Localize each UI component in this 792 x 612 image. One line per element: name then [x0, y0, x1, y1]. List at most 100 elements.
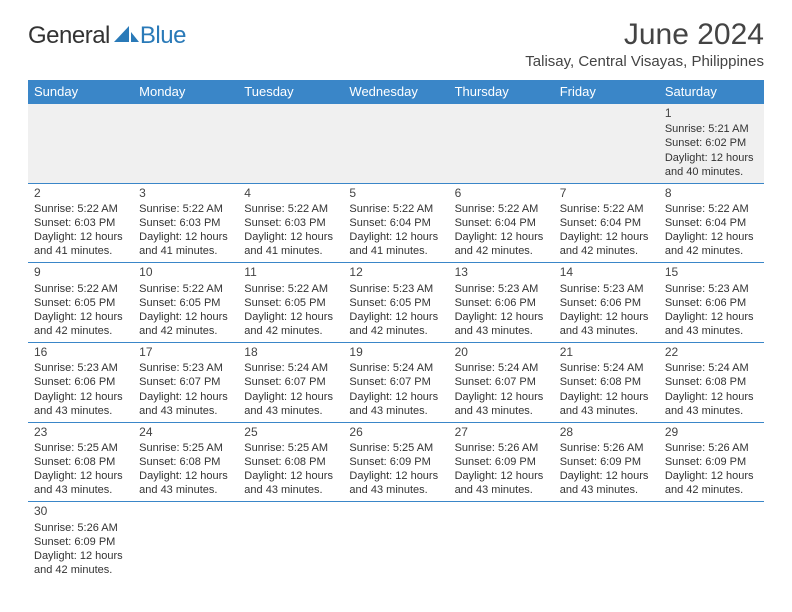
sunset-line: Sunset: 6:06 PM: [560, 296, 653, 310]
daylight-line-1: Daylight: 12 hours: [34, 549, 127, 563]
calendar-empty-cell: [238, 104, 343, 184]
calendar-empty-cell: [133, 104, 238, 184]
daylight-line-2: and 43 minutes.: [560, 404, 653, 418]
day-number: 23: [34, 425, 127, 440]
sunrise-label: Sunrise:: [349, 283, 392, 295]
sunset-line: Sunset: 6:03 PM: [244, 216, 337, 230]
calendar-weeks: 1Sunrise: 5:21 AMSunset: 6:02 PMDaylight…: [28, 104, 764, 581]
daylight-and: and: [349, 325, 370, 337]
sunrise-label: Sunrise:: [139, 203, 182, 215]
sunset-label: Sunset:: [244, 376, 284, 388]
daylight-hours: 12 hours: [185, 311, 228, 323]
sunset-value: 6:07 PM: [180, 376, 221, 388]
sunrise-line: Sunrise: 5:25 AM: [349, 441, 442, 455]
daylight-and: and: [244, 405, 265, 417]
sunset-label: Sunset:: [139, 297, 179, 309]
sunrise-label: Sunrise:: [349, 442, 392, 454]
daylight-and: and: [455, 325, 476, 337]
daylight-line-1: Daylight: 12 hours: [665, 151, 758, 165]
daylight-minutes-suffix: minutes.: [383, 484, 428, 496]
daylight-and: and: [139, 245, 160, 257]
daylight-label: Daylight:: [139, 470, 185, 482]
sunrise-line: Sunrise: 5:26 AM: [560, 441, 653, 455]
sunset-label: Sunset:: [34, 217, 74, 229]
calendar-empty-cell: [449, 502, 554, 581]
daylight-minutes: 41: [266, 245, 278, 257]
calendar-empty-cell: [554, 502, 659, 581]
sunset-value: 6:06 PM: [705, 297, 746, 309]
daylight-minutes: 43: [476, 405, 488, 417]
daylight-line-2: and 42 minutes.: [665, 244, 758, 258]
day-number: 17: [139, 345, 232, 360]
daylight-label: Daylight:: [349, 311, 395, 323]
calendar-empty-cell: [449, 104, 554, 184]
daylight-label: Daylight:: [244, 311, 290, 323]
sunrise-label: Sunrise:: [349, 362, 392, 374]
daylight-minutes-suffix: minutes.: [383, 245, 428, 257]
daylight-hours: 12 hours: [711, 311, 754, 323]
calendar-empty-cell: [343, 104, 448, 184]
daylight-minutes-suffix: minutes.: [383, 405, 428, 417]
sunset-label: Sunset:: [34, 376, 74, 388]
sunset-label: Sunset:: [139, 456, 179, 468]
sunrise-line: Sunrise: 5:22 AM: [34, 282, 127, 296]
daylight-line-1: Daylight: 12 hours: [244, 390, 337, 404]
sunset-label: Sunset:: [665, 456, 705, 468]
sunrise-label: Sunrise:: [349, 203, 392, 215]
day-number: 10: [139, 265, 232, 280]
sunrise-label: Sunrise:: [665, 123, 708, 135]
calendar-day-cell: 16Sunrise: 5:23 AMSunset: 6:06 PMDayligh…: [28, 343, 133, 423]
day-number: 4: [244, 186, 337, 201]
daylight-line-2: and 43 minutes.: [349, 483, 442, 497]
daylight-hours: 12 hours: [711, 391, 754, 403]
sunrise-label: Sunrise:: [560, 442, 603, 454]
daylight-minutes: 40: [686, 166, 698, 178]
sunset-label: Sunset:: [349, 456, 389, 468]
sunrise-value: 5:22 AM: [288, 283, 328, 295]
daylight-and: and: [665, 166, 686, 178]
daylight-minutes: 43: [371, 405, 383, 417]
sunset-label: Sunset:: [34, 456, 74, 468]
sunrise-value: 5:26 AM: [708, 442, 748, 454]
day-number: 2: [34, 186, 127, 201]
daylight-and: and: [455, 484, 476, 496]
day-number: 7: [560, 186, 653, 201]
daylight-hours: 12 hours: [80, 550, 123, 562]
sunrise-value: 5:24 AM: [708, 362, 748, 374]
calendar-day-cell: 19Sunrise: 5:24 AMSunset: 6:07 PMDayligh…: [343, 343, 448, 423]
daylight-minutes-suffix: minutes.: [699, 166, 744, 178]
sunrise-value: 5:24 AM: [288, 362, 328, 374]
daylight-label: Daylight:: [349, 470, 395, 482]
sunset-value: 6:04 PM: [390, 217, 431, 229]
sunset-label: Sunset:: [349, 217, 389, 229]
sunset-label: Sunset:: [560, 297, 600, 309]
daylight-label: Daylight:: [560, 470, 606, 482]
sunrise-label: Sunrise:: [665, 203, 708, 215]
daylight-label: Daylight:: [455, 391, 501, 403]
daylight-hours: 12 hours: [185, 470, 228, 482]
daylight-minutes: 43: [371, 484, 383, 496]
daylight-hours: 12 hours: [80, 231, 123, 243]
sunrise-value: 5:22 AM: [603, 203, 643, 215]
sunrise-line: Sunrise: 5:22 AM: [139, 202, 232, 216]
daylight-line-2: and 43 minutes.: [139, 404, 232, 418]
daylight-minutes-suffix: minutes.: [593, 245, 638, 257]
sunrise-label: Sunrise:: [560, 362, 603, 374]
sunrise-label: Sunrise:: [139, 283, 182, 295]
sunset-line: Sunset: 6:02 PM: [665, 136, 758, 150]
sunset-label: Sunset:: [139, 376, 179, 388]
daylight-hours: 12 hours: [185, 231, 228, 243]
daylight-hours: 12 hours: [290, 311, 333, 323]
sunset-value: 6:09 PM: [390, 456, 431, 468]
sunrise-line: Sunrise: 5:25 AM: [139, 441, 232, 455]
day-number: 15: [665, 265, 758, 280]
daylight-line-1: Daylight: 12 hours: [349, 469, 442, 483]
sunset-line: Sunset: 6:05 PM: [349, 296, 442, 310]
sunrise-value: 5:25 AM: [77, 442, 117, 454]
daylight-hours: 12 hours: [185, 391, 228, 403]
daylight-hours: 12 hours: [290, 391, 333, 403]
daylight-line-1: Daylight: 12 hours: [349, 310, 442, 324]
daylight-line-2: and 43 minutes.: [244, 483, 337, 497]
daylight-hours: 12 hours: [80, 391, 123, 403]
sunset-line: Sunset: 6:09 PM: [349, 455, 442, 469]
